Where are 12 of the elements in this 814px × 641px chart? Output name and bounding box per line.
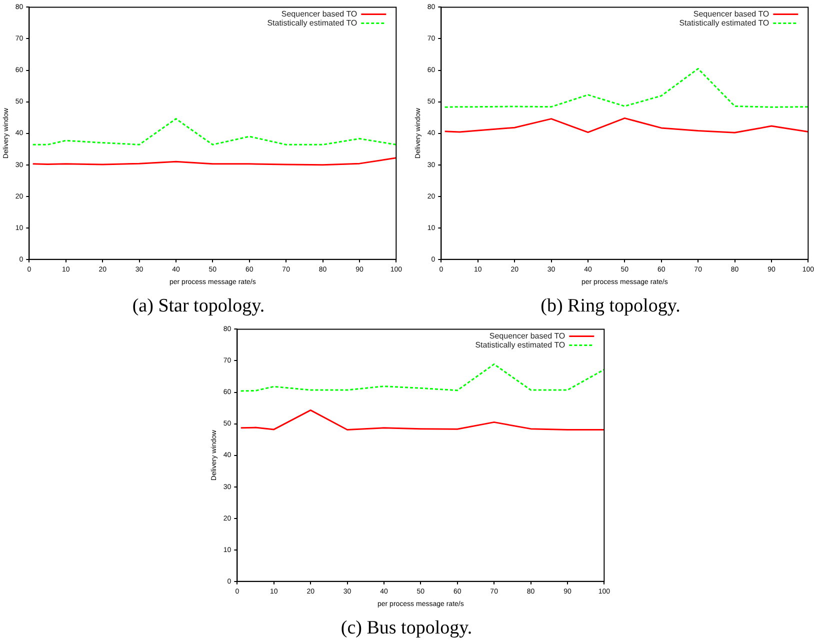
legend-label: Statistically estimated TO [475, 340, 566, 350]
legend-label: Sequencer based TO [489, 331, 566, 340]
legend-label: Sequencer based TO [693, 9, 770, 18]
legend-label: Sequencer based TO [281, 9, 358, 18]
text: (c) Bus topology. [340, 618, 472, 639]
text: (a) Star topology. [132, 296, 265, 317]
legend-label: Statistically estimated TO [267, 18, 358, 28]
legend-label: Statistically estimated TO [679, 18, 770, 28]
line-series [240, 363, 604, 392]
line-series [32, 118, 396, 146]
line-series [444, 68, 808, 108]
text: (b) Ring topology. [540, 296, 680, 317]
